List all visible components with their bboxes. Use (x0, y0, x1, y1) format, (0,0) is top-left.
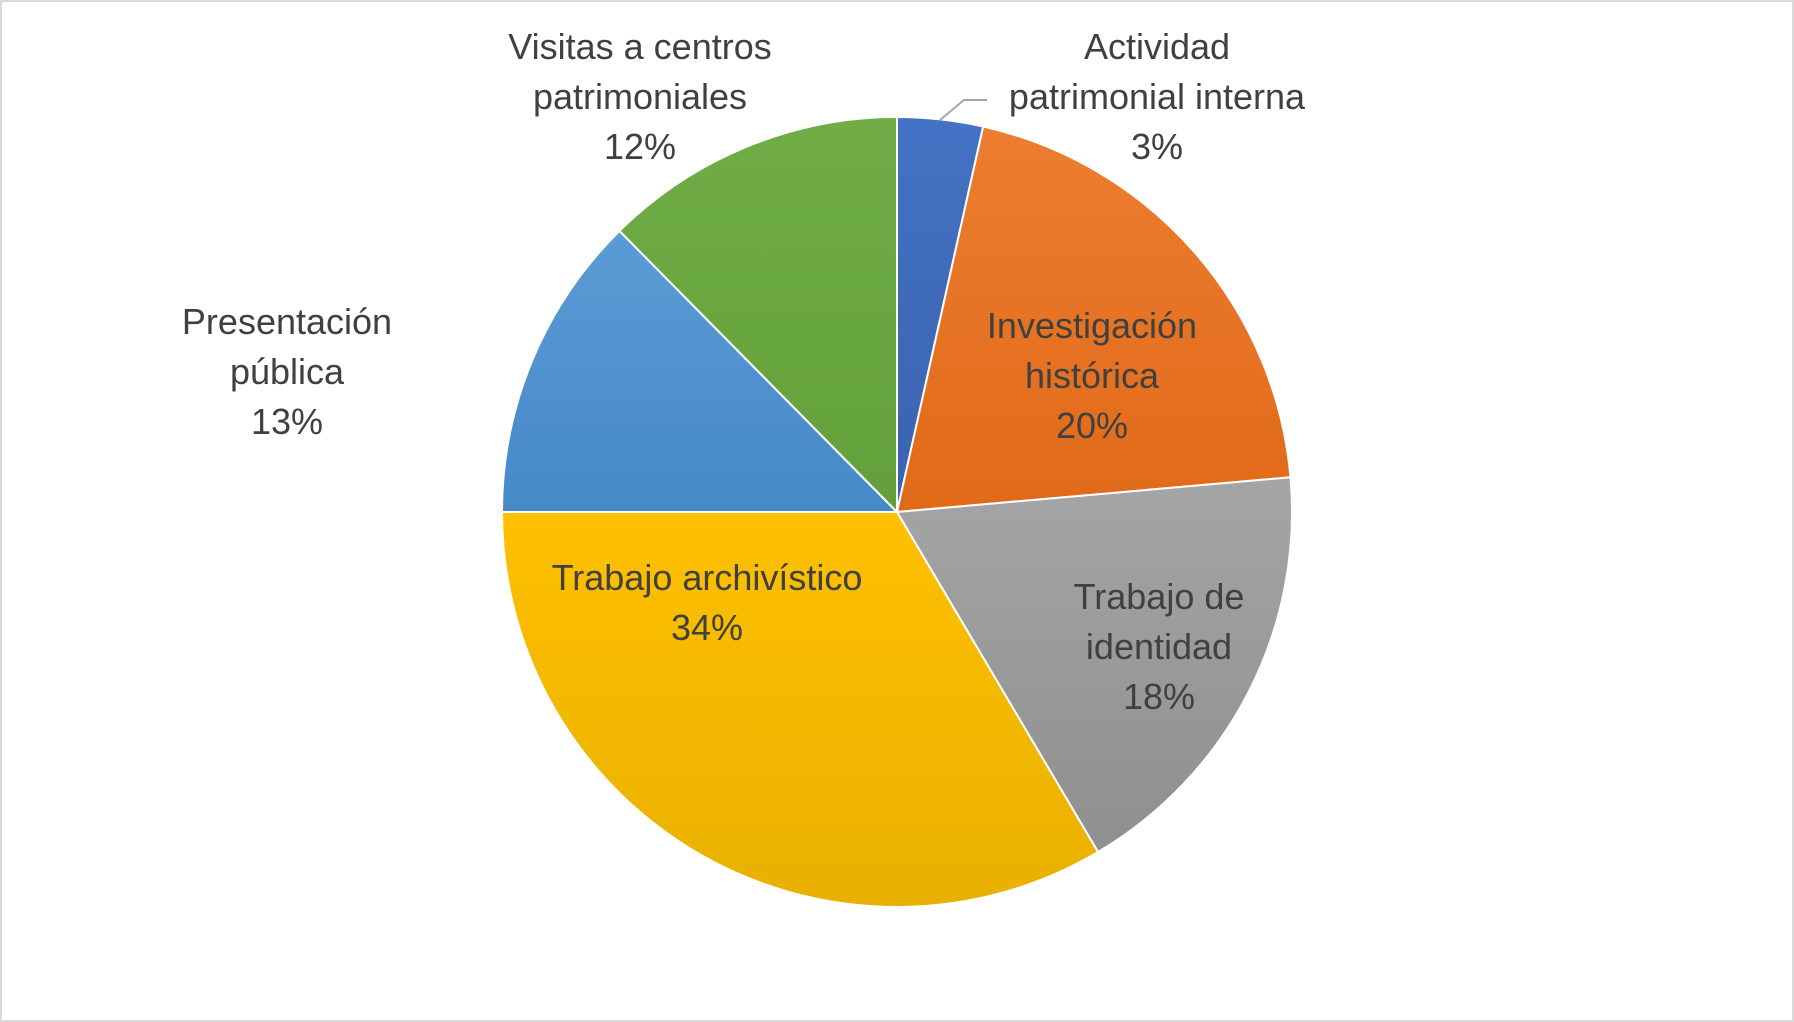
pie-slice-trabajo-archivistico (500, 511, 1100, 908)
data-label-investigacion-historica: Investigación histórica 20% (987, 305, 1197, 446)
pie-slice-visitas-a-centros-patrimoniales (618, 115, 898, 515)
pie-slice-trabajo-de-identidad (895, 476, 1293, 854)
data-label-presentacion-publica: Presentación pública 13% (182, 301, 392, 442)
data-labels: Actividad patrimonial interna 3% Investigac… (182, 26, 1306, 717)
pie-slices (500, 115, 1293, 908)
data-label-visitas-a-centros-patrimoniales: Visitas a centros patrimoniales 12% (508, 26, 771, 167)
leader-lines (939, 99, 987, 121)
data-label-trabajo-archivistico: Trabajo archivístico 34% (552, 557, 863, 648)
data-label-actividad-patrimonial-interna: Actividad patrimonial interna 3% (1009, 26, 1306, 167)
pie-slice-presentacion-publica (500, 229, 900, 513)
data-label-trabajo-de-identidad: Trabajo de identidad 18% (1074, 576, 1245, 717)
pie-slice-investigacion-historica (895, 125, 1292, 514)
leader-line-actividad-patrimonial-interna (939, 99, 987, 121)
